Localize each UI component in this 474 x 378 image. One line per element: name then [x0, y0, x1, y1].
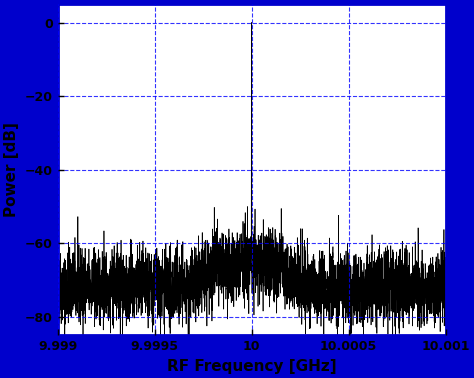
Y-axis label: Power [dB]: Power [dB]	[4, 122, 19, 217]
X-axis label: RF Frequency [GHz]: RF Frequency [GHz]	[167, 359, 337, 374]
